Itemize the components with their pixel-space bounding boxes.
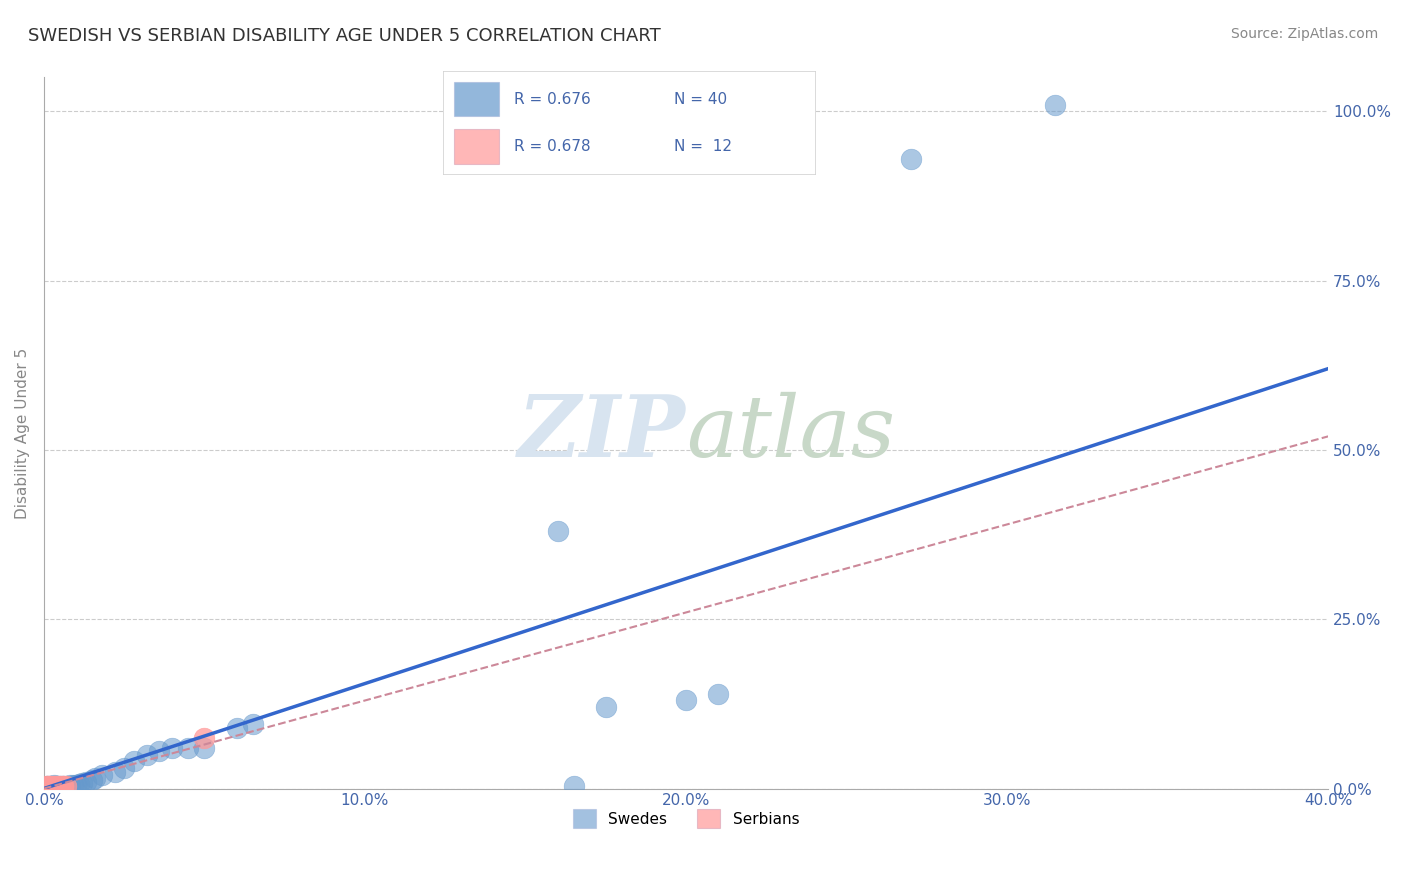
Point — [65, 778, 87, 792]
Point — [707, 687, 730, 701]
Point — [55, 779, 77, 793]
Point — [84, 772, 107, 786]
Point — [49, 779, 72, 793]
Point — [39, 780, 62, 794]
Point — [35, 780, 58, 794]
Point — [42, 780, 65, 794]
Text: ZIP: ZIP — [519, 392, 686, 475]
Point — [193, 740, 215, 755]
Point — [90, 768, 112, 782]
Point — [42, 779, 65, 793]
Point — [75, 774, 97, 789]
Point — [162, 740, 184, 755]
Point — [135, 747, 157, 762]
Text: SWEDISH VS SERBIAN DISABILITY AGE UNDER 5 CORRELATION CHART: SWEDISH VS SERBIAN DISABILITY AGE UNDER … — [28, 27, 661, 45]
Point — [42, 778, 65, 792]
Text: atlas: atlas — [686, 392, 896, 475]
Point — [52, 779, 75, 793]
FancyBboxPatch shape — [454, 81, 499, 117]
Point — [67, 777, 90, 791]
Point — [62, 778, 84, 792]
Point — [45, 779, 67, 793]
Point — [112, 761, 135, 775]
Text: N = 40: N = 40 — [673, 92, 727, 106]
Point — [35, 780, 58, 794]
Point — [49, 780, 72, 794]
Point — [72, 776, 94, 790]
Point — [595, 700, 617, 714]
Point — [49, 779, 72, 793]
Point — [55, 779, 77, 793]
Point — [52, 779, 75, 793]
Text: R = 0.678: R = 0.678 — [513, 139, 591, 153]
Point — [42, 779, 65, 793]
Text: Source: ZipAtlas.com: Source: ZipAtlas.com — [1230, 27, 1378, 41]
Point — [58, 778, 80, 792]
Point — [547, 524, 569, 538]
Point — [39, 779, 62, 793]
Point — [52, 780, 75, 794]
Point — [122, 755, 145, 769]
Y-axis label: Disability Age Under 5: Disability Age Under 5 — [15, 347, 30, 518]
Point — [193, 731, 215, 745]
Text: R = 0.676: R = 0.676 — [513, 92, 591, 106]
Point — [35, 779, 58, 793]
Point — [562, 780, 585, 794]
Point — [177, 740, 200, 755]
Point — [148, 744, 170, 758]
Point — [1045, 97, 1067, 112]
Point — [45, 780, 67, 794]
Point — [52, 779, 75, 793]
Point — [103, 764, 125, 779]
Point — [675, 693, 697, 707]
FancyBboxPatch shape — [454, 128, 499, 163]
Point — [39, 779, 62, 793]
Point — [35, 780, 58, 794]
Legend: Swedes, Serbians: Swedes, Serbians — [567, 804, 806, 834]
Text: N =  12: N = 12 — [673, 139, 733, 153]
Point — [42, 780, 65, 794]
Point — [39, 780, 62, 794]
Point — [900, 152, 922, 166]
Point — [45, 779, 67, 793]
Point — [242, 717, 264, 731]
Point — [225, 721, 247, 735]
Point — [80, 773, 103, 788]
